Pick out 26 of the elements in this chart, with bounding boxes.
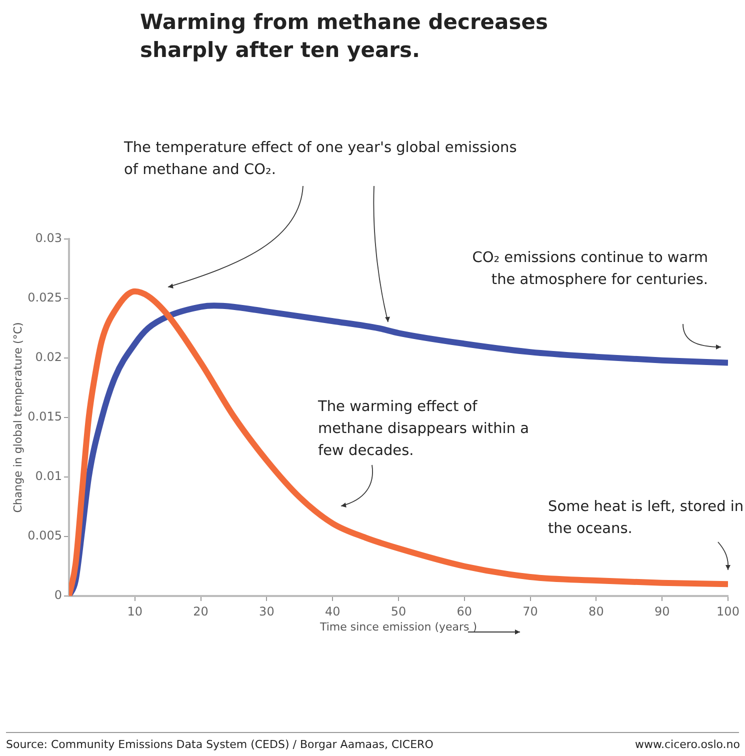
x-tick-label: 10 — [127, 604, 143, 618]
y-tick-label: 0.03 — [35, 231, 62, 246]
y-tick-label: 0.01 — [35, 469, 62, 484]
x-tick-label: 40 — [324, 604, 340, 618]
y-tick-label: 0 — [54, 588, 62, 602]
x-tick-label: 60 — [456, 604, 472, 618]
x-tick-label: 50 — [390, 604, 406, 618]
text: www.cicero.oslo.no — [634, 738, 740, 752]
chart-title: Warming from methane decreases sharply after ten years. — [140, 9, 549, 64]
x-tick-label: 30 — [259, 604, 274, 618]
text: The temperature effect of one year's global emissions of methane and CO₂. — [124, 139, 518, 180]
y-tick-label: 0.005 — [28, 528, 62, 543]
x-tick-label: 20 — [193, 604, 208, 618]
x-tick-label: 90 — [654, 604, 670, 618]
annotation: The warming effect of methane disappears within a few decades. — [318, 398, 530, 461]
y-tick-label: 0.025 — [28, 290, 62, 305]
x-tick-label: 70 — [522, 604, 538, 618]
x-tick-label: 80 — [588, 604, 604, 618]
source-note: Source: Community Emissions Data System (CEDS) / Borgar Aamaas, CICERO — [6, 738, 434, 752]
y-tick-label: 0.015 — [28, 410, 62, 424]
y-axis-title: Change in global temperature (°C) — [11, 322, 24, 513]
annotation: Some heat is left, stored in the oceans. — [548, 498, 745, 539]
x-axis-title: Time since emission (years ) — [318, 620, 478, 634]
annotation: CO₂ emissions continue to warm the atmosphere for centuries. — [471, 249, 708, 290]
x-tick-label: 100 — [716, 604, 740, 618]
y-tick-label: 0.02 — [35, 350, 62, 364]
